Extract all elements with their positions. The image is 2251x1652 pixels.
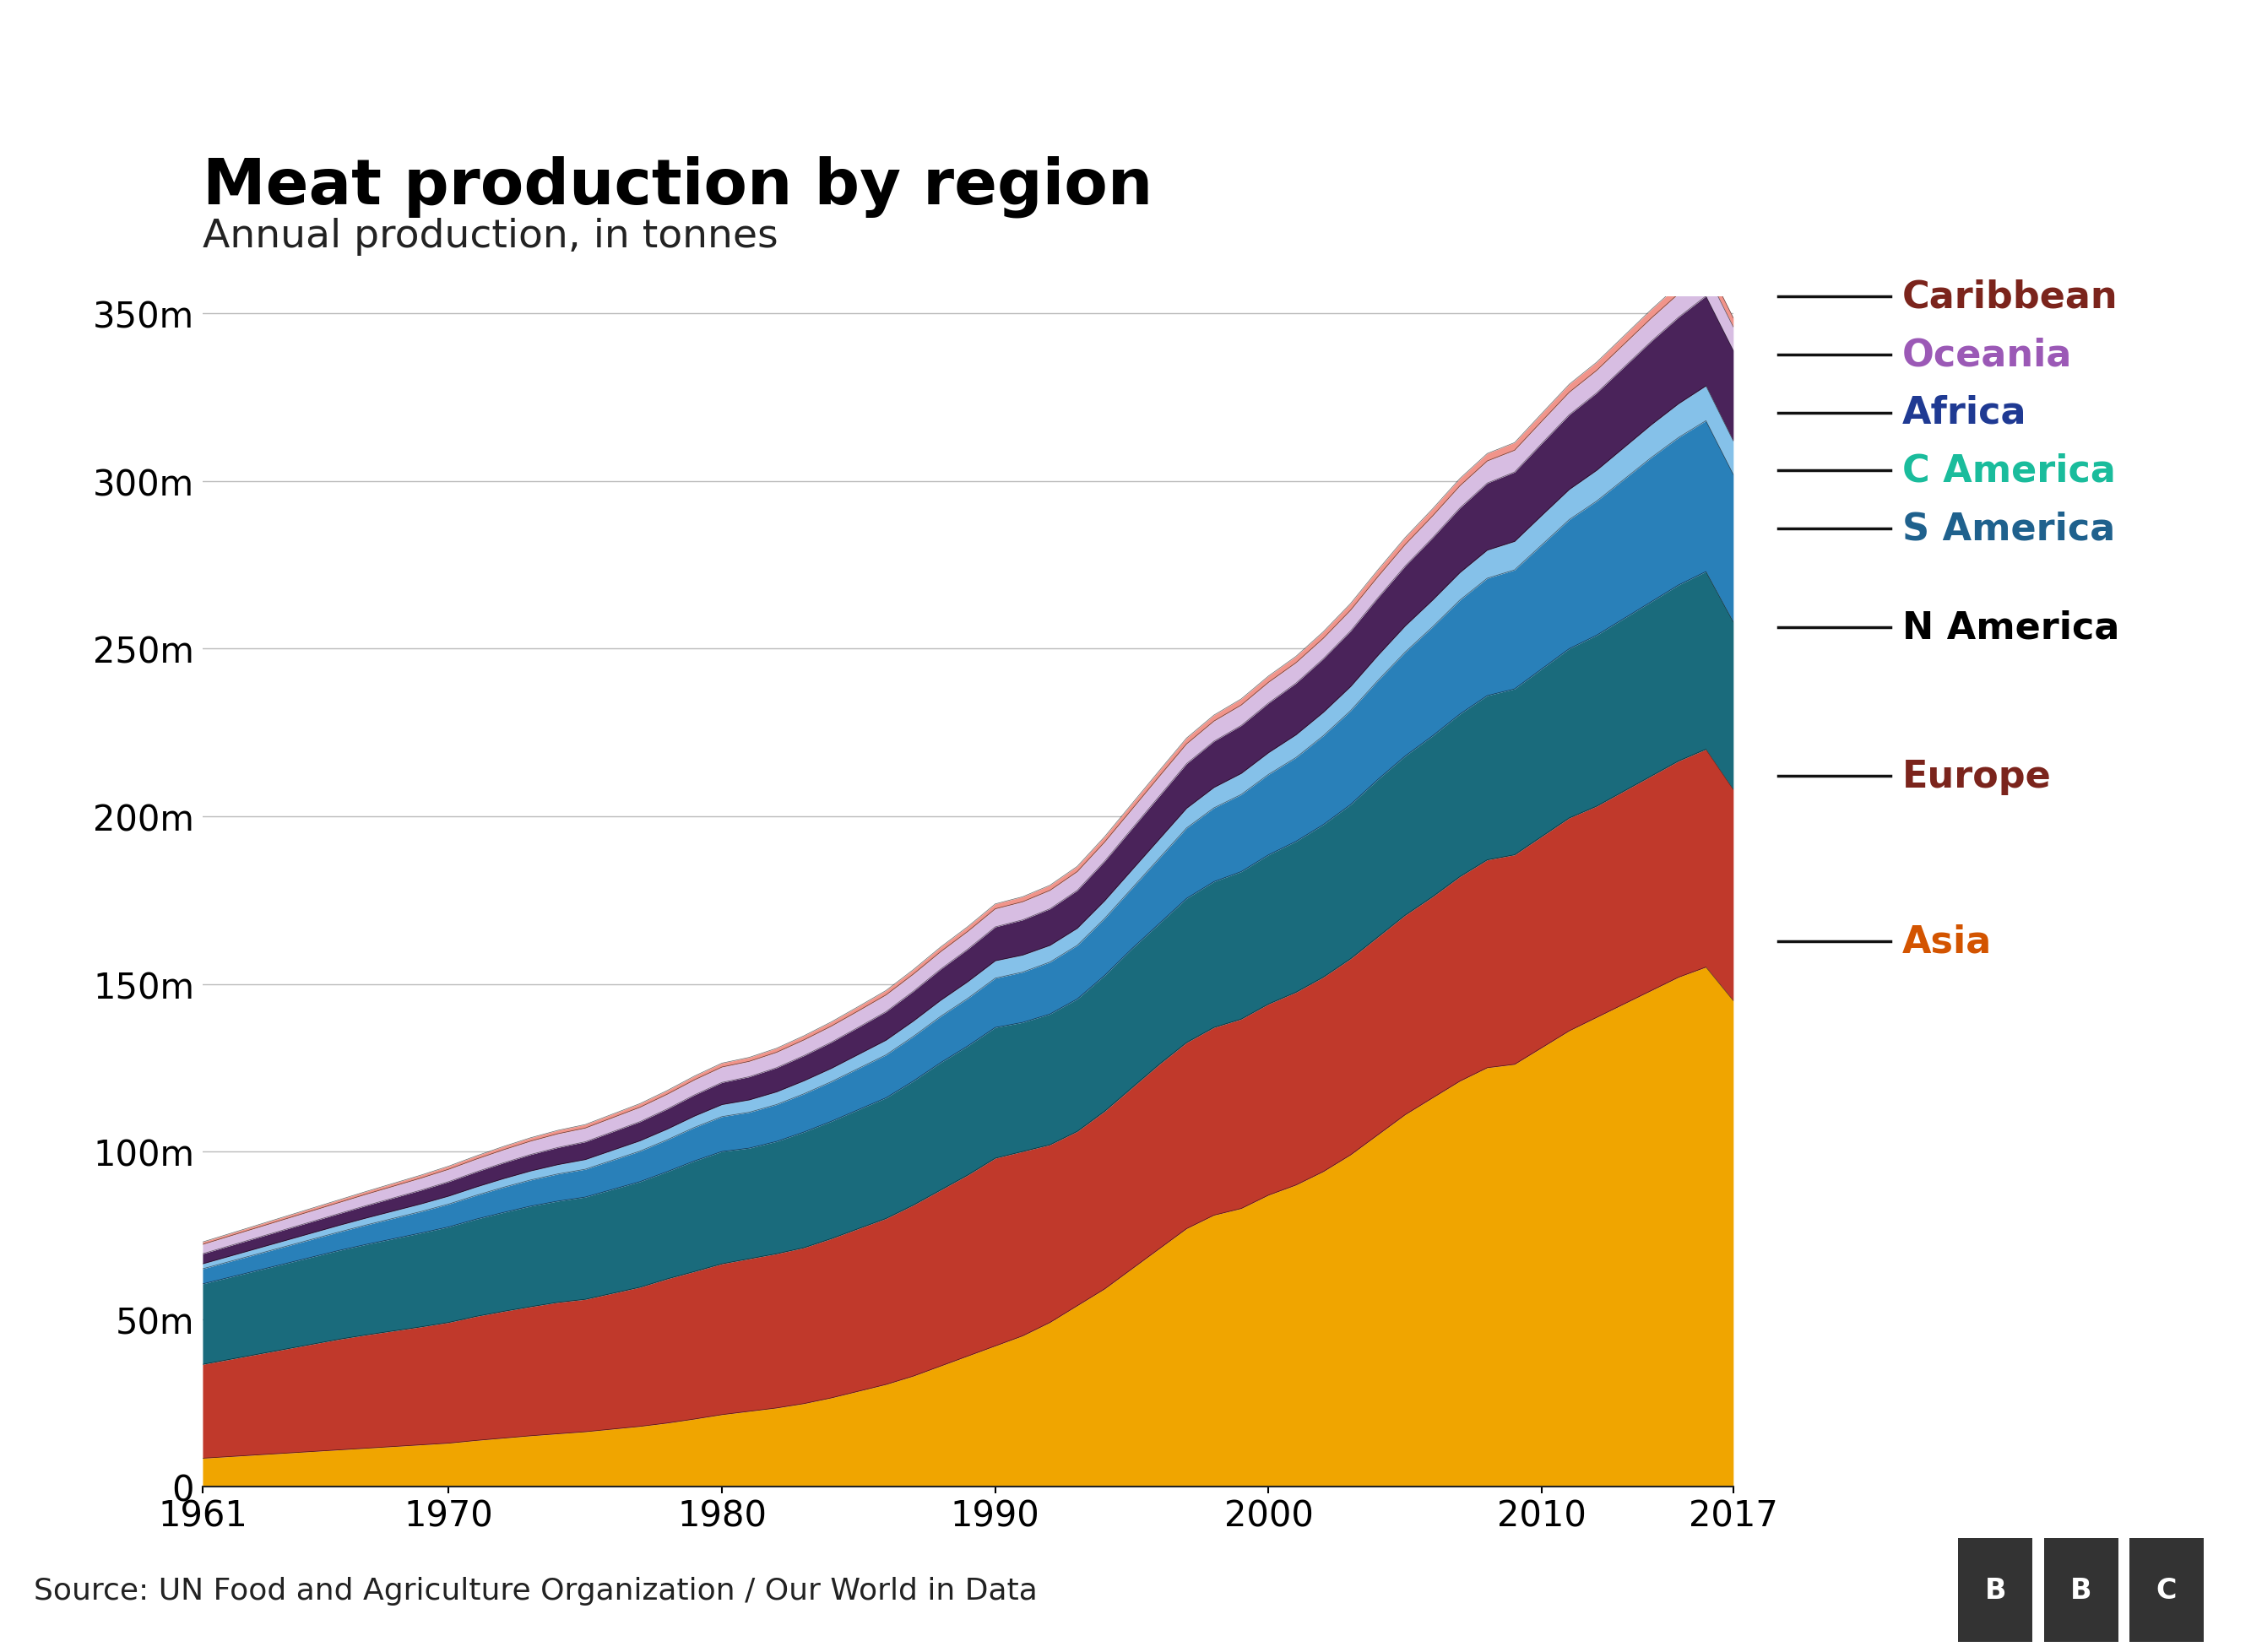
Text: Europe: Europe xyxy=(1902,758,2051,795)
FancyBboxPatch shape xyxy=(2044,1538,2118,1642)
Text: Oceania: Oceania xyxy=(1902,337,2073,373)
Text: B: B xyxy=(2071,1576,2091,1604)
Text: Asia: Asia xyxy=(1902,923,1992,960)
Text: S America: S America xyxy=(1902,510,2116,547)
Text: Source: UN Food and Agriculture Organization / Our World in Data: Source: UN Food and Agriculture Organiza… xyxy=(34,1576,1038,1604)
Text: Meat production by region: Meat production by region xyxy=(203,155,1153,218)
Text: C: C xyxy=(2156,1576,2177,1604)
Text: C America: C America xyxy=(1902,453,2116,489)
Text: B: B xyxy=(1985,1576,2006,1604)
Text: Africa: Africa xyxy=(1902,395,2026,431)
FancyBboxPatch shape xyxy=(2129,1538,2204,1642)
Text: Caribbean: Caribbean xyxy=(1902,279,2118,316)
Text: N America: N America xyxy=(1902,610,2120,646)
Text: Annual production, in tonnes: Annual production, in tonnes xyxy=(203,218,779,256)
FancyBboxPatch shape xyxy=(1958,1538,2033,1642)
